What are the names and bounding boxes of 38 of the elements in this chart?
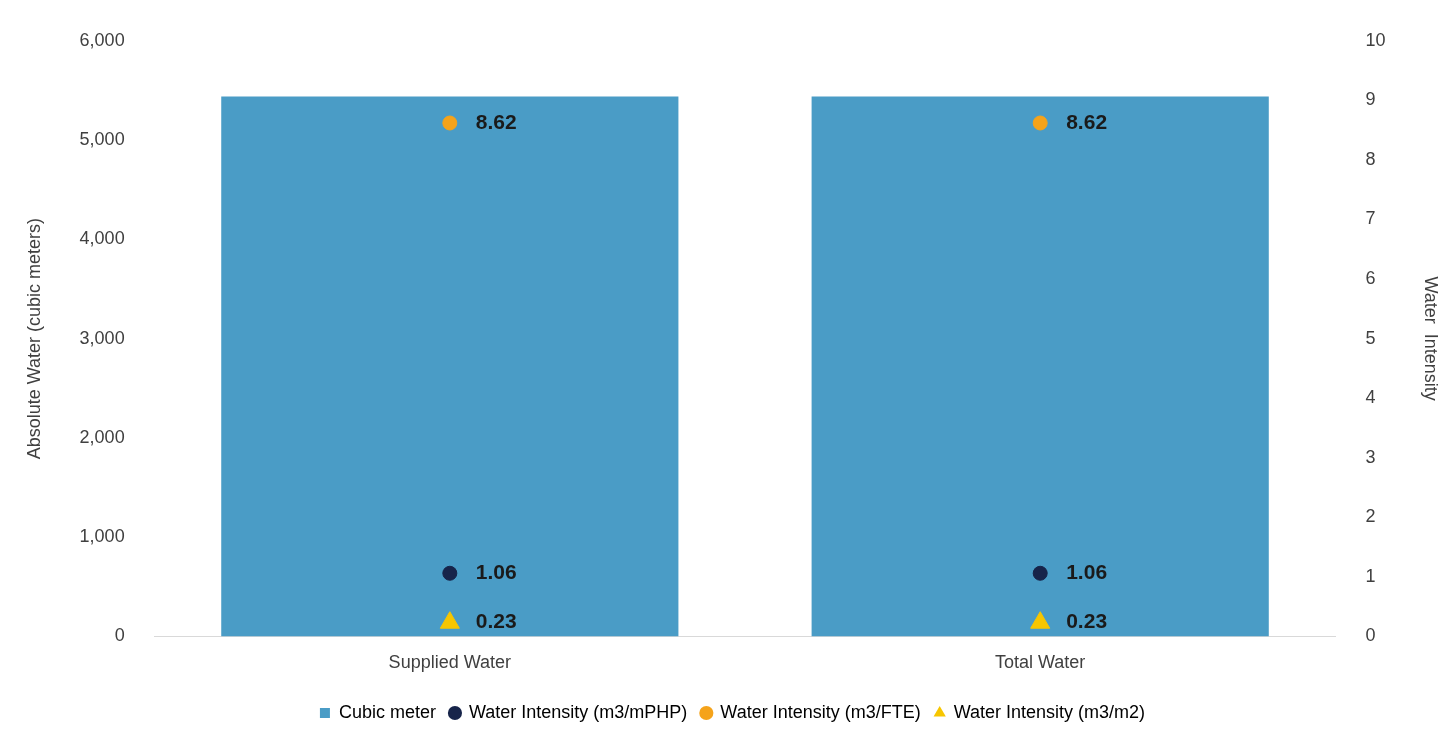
legend-label: Water Intensity (m3/m2) (953, 701, 1146, 722)
point (1030, 611, 1051, 629)
point (1032, 565, 1048, 581)
legend-label: Water Intensity (m3/mPHP) (468, 701, 688, 722)
y2-tick-label: 6 (1365, 268, 1376, 289)
point (439, 611, 460, 629)
y2-axis-title: Water Intensity (1421, 276, 1442, 401)
point (442, 115, 458, 131)
y2-tick-label: 9 (1365, 89, 1376, 110)
y2-tick-label: 10 (1365, 29, 1386, 50)
y-tick-label: 5,000 (79, 129, 125, 150)
y-tick-label: 3,000 (79, 327, 125, 348)
data-label: 0.23 (1066, 609, 1108, 633)
y2-tick-label: 0 (1365, 625, 1376, 646)
y-tick-label: 0 (114, 625, 125, 646)
data-label: 1.06 (475, 560, 517, 584)
y2-tick-label: 4 (1365, 387, 1376, 408)
y2-tick-label: 7 (1365, 208, 1376, 229)
x-tick-label: Total Water (995, 652, 1086, 673)
y-tick-label: 6,000 (79, 29, 125, 50)
y2-tick-label: 1 (1365, 565, 1376, 586)
y-tick-label: 1,000 (79, 526, 125, 547)
y2-tick-label: 2 (1365, 506, 1376, 527)
data-label: 1.06 (1066, 560, 1108, 584)
legend-label: Water Intensity (m3/FTE) (720, 701, 921, 722)
data-label: 0.23 (475, 609, 517, 633)
point (1032, 115, 1048, 131)
y-axis-title: Absolute Water (cubic meters) (23, 217, 44, 460)
y-tick-label: 4,000 (79, 228, 125, 249)
y2-tick-label: 5 (1365, 327, 1376, 348)
legend-label: Cubic meter (338, 701, 436, 722)
y2-tick-label: 3 (1365, 446, 1376, 467)
y-tick-label: 2,000 (79, 426, 125, 447)
y2-tick-label: 8 (1365, 148, 1376, 169)
x-tick-label: Supplied Water (388, 652, 512, 673)
point (442, 565, 458, 581)
data-label: 8.62 (475, 109, 517, 133)
data-label: 8.62 (1066, 109, 1108, 133)
